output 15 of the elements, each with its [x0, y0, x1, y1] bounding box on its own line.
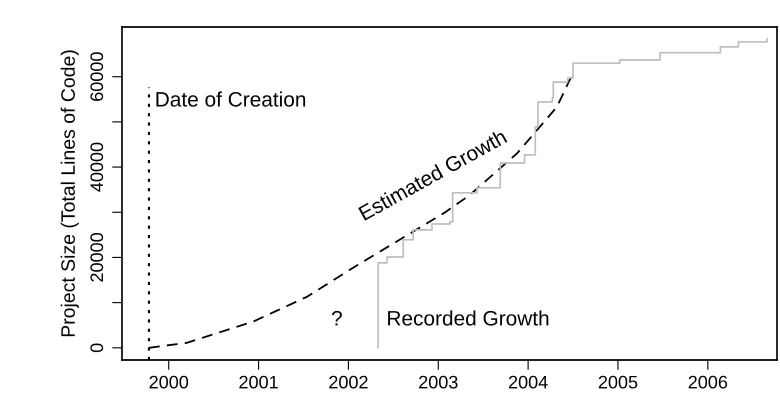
y-tick-label: 0	[90, 343, 104, 352]
ref-line-label: Date of Creation	[156, 91, 306, 107]
x-tick-label: 2000	[150, 376, 188, 389]
x-tick-label: 2006	[688, 376, 728, 389]
y-tick-label: 20000	[90, 233, 104, 282]
x-tick-label: 2003	[419, 376, 458, 389]
x-tick-label: 2001	[239, 376, 278, 389]
x-tick-label: 2005	[598, 376, 638, 389]
y-tick-label: 60000	[90, 52, 104, 101]
y-axis-title: Project Size (Total Lines of Code)	[60, 50, 79, 336]
y-tick-label: 40000	[90, 142, 104, 192]
series-label: Recorded Growth	[388, 310, 548, 326]
x-tick-label: 2004	[508, 376, 548, 389]
annotation: ?	[332, 310, 342, 326]
x-tick-label: 2002	[329, 376, 368, 389]
